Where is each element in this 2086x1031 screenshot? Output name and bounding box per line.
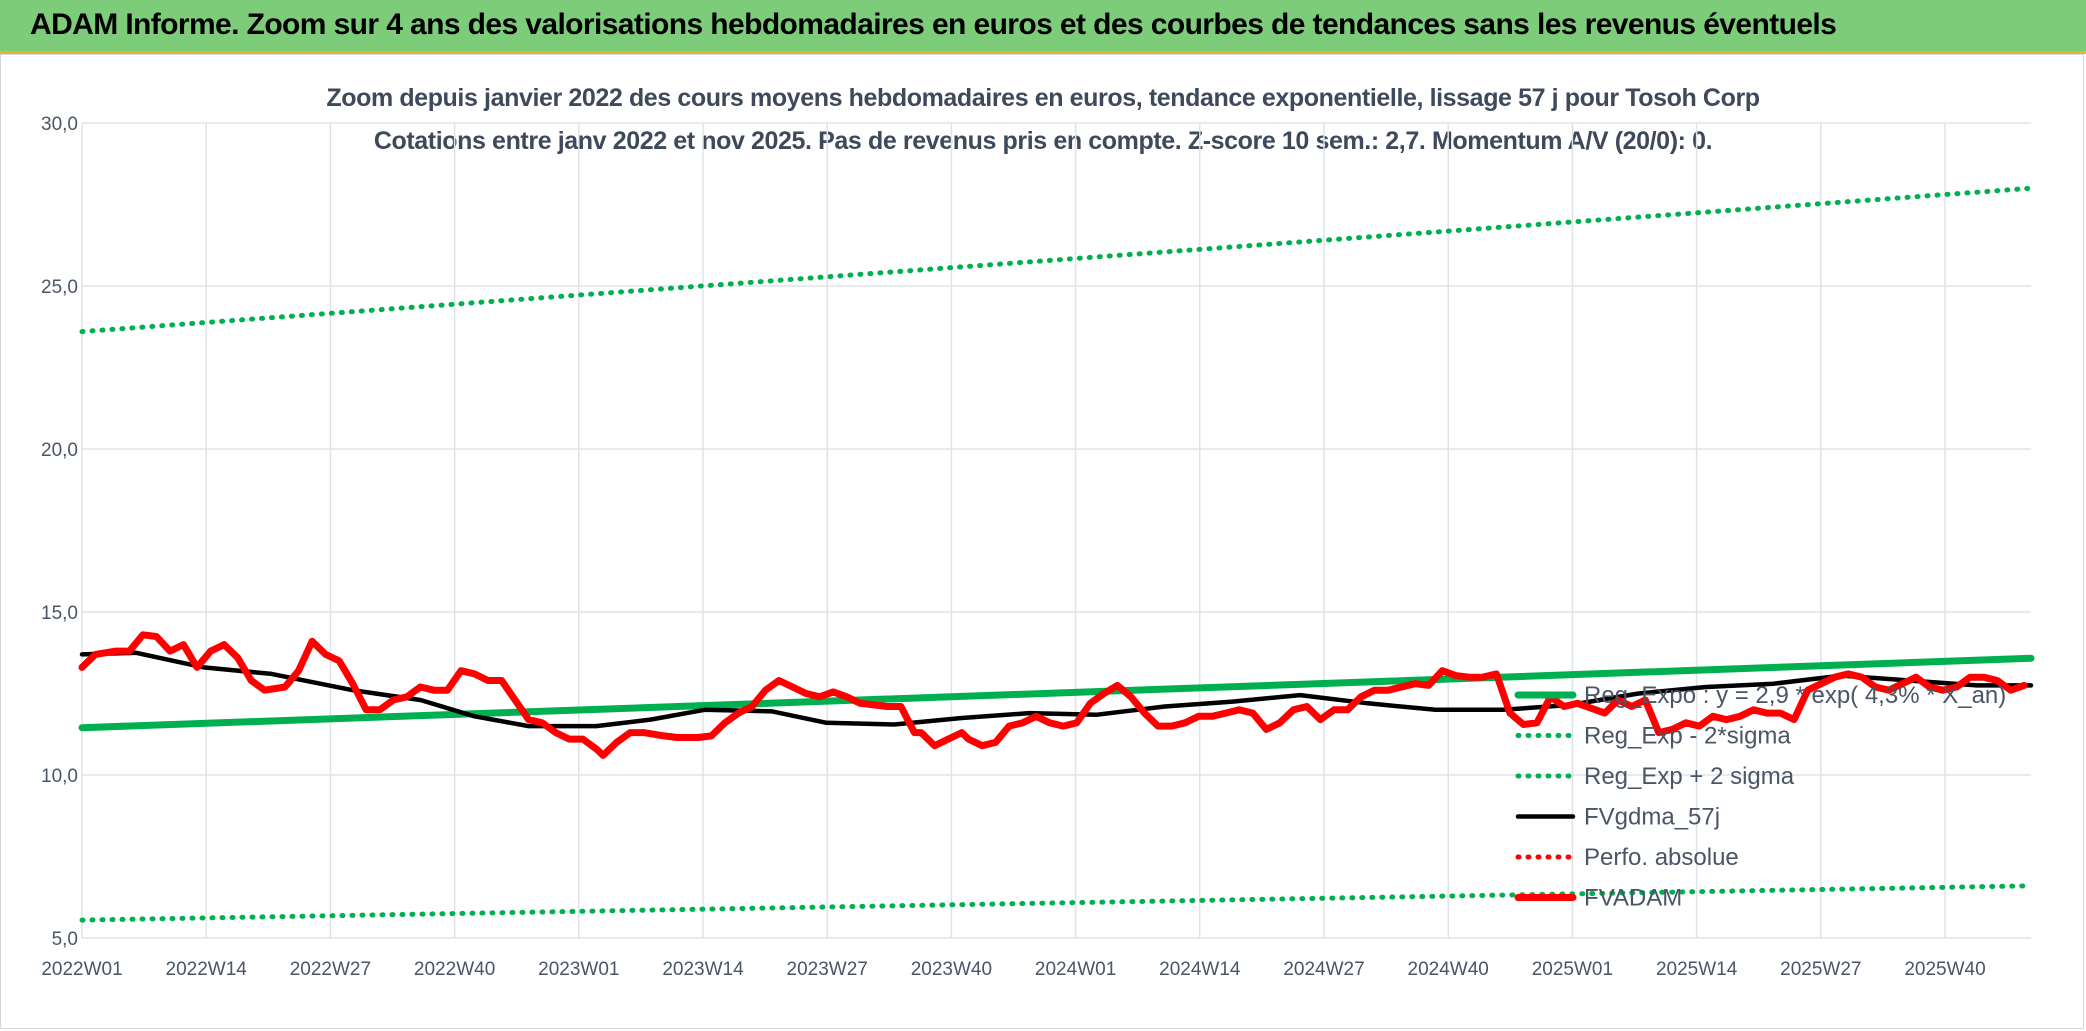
chart-frame [0, 54, 2084, 1029]
series-line-fvgdma-57j [79, 650, 2034, 729]
report-banner: ADAM Informe. Zoom sur 4 ans des valoris… [0, 0, 2086, 54]
grid-lines [81, 122, 2031, 939]
series-line-reg-exp-2-sigma [79, 185, 2034, 335]
y-tick-label: 5,0 [52, 929, 78, 950]
x-tick-label: 2023W14 [662, 959, 744, 980]
x-tick-label: 2025W40 [1904, 959, 1985, 980]
report-title: ADAM Informe. Zoom sur 4 ans des valoris… [30, 8, 1837, 41]
x-tick-label: 2024W01 [1035, 959, 1116, 980]
series-line-reg-expo-y-2-9-exp-4-3-x-an [78, 654, 2035, 732]
x-axis-ticks: 2022W01 2022W14 2022W27 2022W40 2023W01 2023W… [41, 959, 1985, 980]
x-tick-label: 2023W27 [787, 959, 868, 980]
x-tick-label: 2025W01 [1532, 959, 1613, 980]
legend-label-reg-expo-y-2-9-exp-4-3-x-an: Reg_Expo : y = 2,9 * exp( 4,3% * X_an) [1584, 682, 2006, 709]
legend-label-reg-exp-2-sigma: Reg_Exp + 2 sigma [1584, 763, 1795, 790]
x-tick-label: 2023W40 [911, 959, 992, 980]
legend-label-reg-exp-2-sigma: Reg_Exp - 2*sigma [1584, 723, 1791, 750]
x-tick-label: 2022W40 [414, 959, 495, 980]
series-line-fvadam [78, 631, 2028, 759]
y-tick-label: 20,0 [41, 440, 78, 461]
x-tick-label: 2022W27 [290, 959, 371, 980]
legend-label-fvgdma-57j: FVgdma_57j [1584, 804, 1720, 831]
x-tick-label: 2025W14 [1656, 959, 1738, 980]
y-tick-label: 10,0 [41, 766, 78, 787]
chart-series [78, 185, 2035, 923]
chart-subtitle: Cotations entre janv 2022 et nov 2025. P… [373, 127, 1713, 155]
y-tick-label: 30,0 [41, 114, 78, 135]
x-tick-label: 2024W27 [1283, 959, 1364, 980]
x-tick-label: 2024W40 [1408, 959, 1489, 980]
y-axis-ticks: 5,0 10,0 15,0 20,0 25,0 30,0 [41, 114, 78, 950]
x-tick-label: 2022W14 [166, 959, 248, 980]
chart-title: Zoom depuis janvier 2022 des cours moyen… [326, 84, 1760, 112]
y-tick-label: 25,0 [41, 277, 78, 298]
legend-label-fvadam: FVADAM [1584, 885, 1682, 912]
chart-legend: Reg_Expo : y = 2,9 * exp( 4,3% * X_an) Re… [1514, 682, 2006, 912]
x-tick-label: 2024W14 [1159, 959, 1241, 980]
series-line-reg-exp-2-sigma [79, 883, 2034, 923]
y-tick-label: 15,0 [41, 603, 78, 624]
x-tick-label: 2023W01 [538, 959, 619, 980]
legend-label-perfo-absolue: Perfo. absolue [1584, 844, 1739, 871]
x-tick-label: 2025W27 [1780, 959, 1861, 980]
x-tick-label: 2022W01 [41, 959, 122, 980]
